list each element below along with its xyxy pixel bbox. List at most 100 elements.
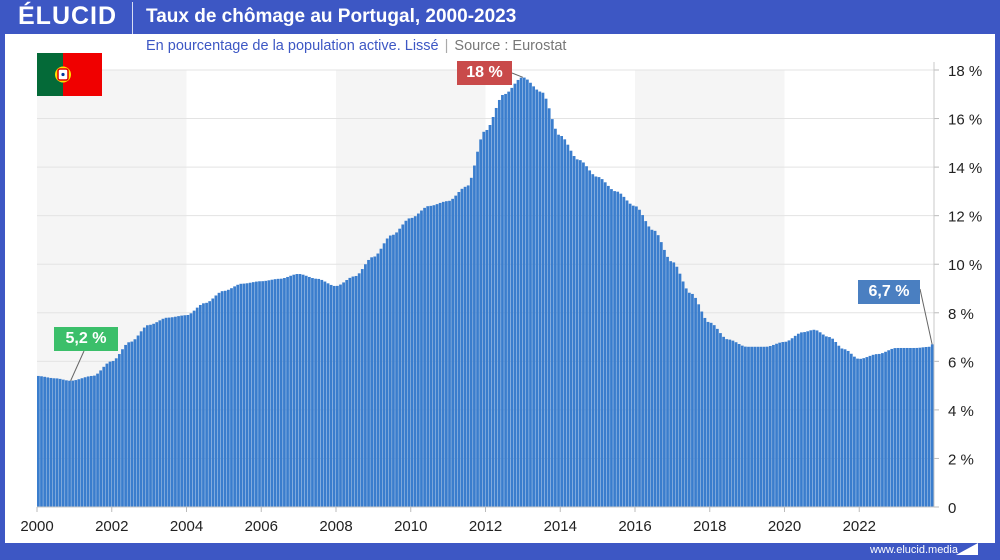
area-bar bbox=[239, 283, 243, 507]
area-bar bbox=[862, 358, 866, 507]
y-tick-label: 0 bbox=[948, 500, 956, 517]
area-bar bbox=[722, 336, 725, 507]
area-bar bbox=[628, 203, 632, 507]
area-bar bbox=[432, 205, 436, 507]
area-bar bbox=[177, 316, 180, 507]
area-bar bbox=[367, 259, 370, 507]
area-bar bbox=[385, 238, 389, 507]
area-bar bbox=[697, 304, 701, 507]
area-bar bbox=[684, 288, 688, 507]
area-bar bbox=[283, 278, 286, 507]
max-value-label: 18 % bbox=[457, 61, 512, 85]
area-bar bbox=[286, 276, 289, 507]
area-bar bbox=[594, 176, 598, 508]
area-bar bbox=[114, 358, 118, 507]
area-bar bbox=[448, 200, 451, 507]
area-bar bbox=[877, 353, 881, 507]
header-bar: ÉLUCID Taux de chômage au Portugal, 2000… bbox=[0, 0, 1000, 34]
area-bar bbox=[111, 360, 115, 507]
area-bar bbox=[930, 344, 934, 507]
area-bar bbox=[846, 350, 850, 507]
portugal-flag-icon bbox=[37, 53, 102, 96]
area-bar bbox=[909, 347, 912, 507]
x-tick-label: 2000 bbox=[20, 518, 53, 535]
area-bar bbox=[800, 332, 803, 507]
area-bar bbox=[488, 125, 492, 507]
x-tick-label: 2022 bbox=[843, 518, 876, 535]
x-tick-label: 2002 bbox=[95, 518, 128, 535]
area-bar bbox=[765, 346, 769, 507]
area-bar bbox=[703, 317, 707, 507]
area-bar bbox=[392, 234, 395, 507]
area-bar bbox=[631, 205, 635, 508]
area-bar bbox=[426, 206, 430, 507]
elucid-mark-icon bbox=[956, 543, 978, 555]
area-bar bbox=[924, 346, 928, 507]
area-bar bbox=[407, 218, 411, 507]
area-bar bbox=[871, 354, 875, 507]
area-bar bbox=[226, 289, 230, 507]
area-bar bbox=[784, 341, 788, 507]
area-bar bbox=[86, 376, 90, 507]
area-bar bbox=[809, 330, 813, 507]
area-bar bbox=[541, 92, 545, 508]
area-bar bbox=[859, 358, 863, 507]
area-bar bbox=[840, 348, 844, 507]
area-bar bbox=[504, 93, 507, 507]
footer-url[interactable]: www.elucid.media bbox=[869, 544, 958, 556]
area-bar bbox=[603, 182, 607, 508]
area-bar bbox=[853, 356, 856, 507]
area-bar bbox=[597, 177, 601, 508]
area-bar bbox=[834, 341, 838, 507]
y-tick-label: 8 % bbox=[948, 306, 974, 323]
area-bar bbox=[666, 256, 669, 507]
area-bar bbox=[233, 286, 236, 507]
last-value-label: 6,7 % bbox=[858, 280, 920, 304]
area-bar bbox=[762, 346, 766, 507]
y-tick-label: 16 % bbox=[948, 112, 982, 129]
area-bar bbox=[893, 348, 897, 507]
area-bar bbox=[912, 347, 915, 507]
area-bar bbox=[750, 346, 753, 507]
area-bar bbox=[915, 347, 919, 507]
area-bar bbox=[370, 257, 374, 507]
area-bar bbox=[438, 202, 442, 507]
area-bar bbox=[712, 325, 716, 507]
area-bar bbox=[641, 215, 644, 507]
area-bar bbox=[332, 285, 336, 507]
area-bar bbox=[656, 235, 660, 507]
area-bar bbox=[572, 156, 576, 507]
area-bar bbox=[230, 288, 233, 507]
area-bar bbox=[625, 200, 629, 508]
area-bar bbox=[373, 256, 377, 507]
area-bar bbox=[195, 307, 199, 507]
area-bar bbox=[828, 337, 831, 507]
area-bar bbox=[491, 117, 495, 507]
area-bar bbox=[535, 89, 539, 507]
x-tick-label: 2014 bbox=[544, 518, 577, 535]
area-bar bbox=[494, 107, 498, 507]
area-bar bbox=[279, 278, 283, 507]
area-bar bbox=[289, 275, 293, 507]
area-bar bbox=[354, 275, 358, 507]
area-bar bbox=[659, 242, 663, 508]
area-bar bbox=[635, 206, 638, 507]
area-bar bbox=[566, 144, 570, 507]
area-bar bbox=[547, 108, 551, 507]
area-bar bbox=[108, 361, 112, 507]
annotation-leader-line bbox=[511, 72, 524, 78]
area-bar bbox=[198, 304, 202, 507]
area-bar bbox=[326, 283, 330, 507]
area-bar bbox=[890, 348, 894, 507]
area-bar bbox=[868, 355, 872, 507]
area-bar bbox=[68, 380, 71, 507]
area-bar bbox=[719, 333, 722, 507]
area-bar bbox=[40, 376, 43, 507]
area-bar bbox=[311, 278, 314, 507]
area-bar bbox=[267, 280, 271, 507]
area-bar bbox=[351, 276, 355, 507]
area-bar bbox=[295, 274, 299, 507]
area-bar bbox=[519, 77, 523, 508]
area-bar bbox=[317, 278, 321, 507]
area-bar bbox=[896, 347, 900, 507]
